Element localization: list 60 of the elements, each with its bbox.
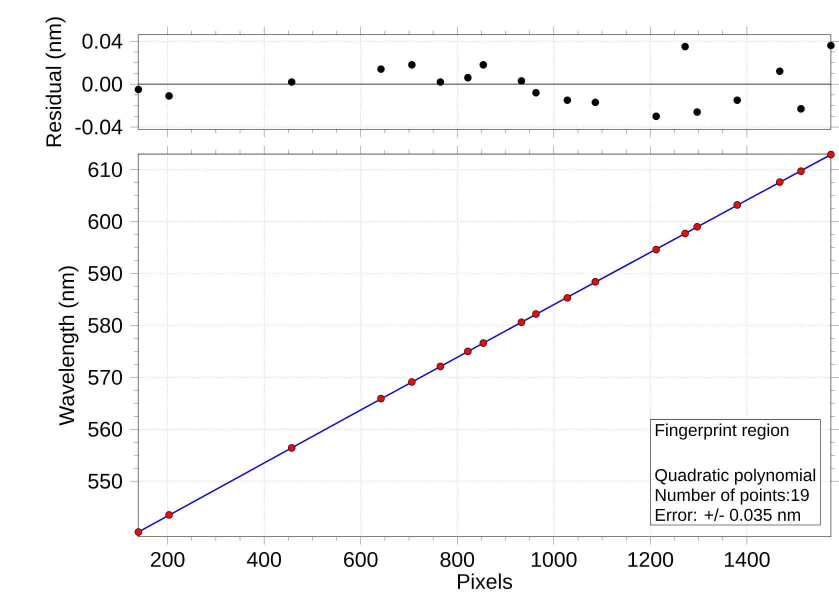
y-tick-label: 570 <box>88 370 122 385</box>
point <box>288 78 296 86</box>
y-tick-label: 550 <box>88 474 122 489</box>
y-tick-label: 600 <box>88 214 122 230</box>
point <box>436 362 444 370</box>
annotation: Quadratic polynomial <box>655 468 816 485</box>
point <box>564 294 572 302</box>
point <box>134 528 142 536</box>
y-axis-title: Residual (nm) <box>46 17 66 146</box>
annotation: Error: +/- 0.035 nm <box>656 508 800 521</box>
x-tick-label: 200 <box>150 552 184 567</box>
point <box>165 511 173 519</box>
point <box>436 78 444 86</box>
x-tick-label: 800 <box>440 552 474 567</box>
x-tick-label: 1200 <box>628 552 674 567</box>
annotation: Number of points:19 <box>656 488 809 504</box>
annotation: Fingerprint region <box>656 423 788 440</box>
y-tick-label: 580 <box>88 318 122 333</box>
point <box>693 108 701 116</box>
y-tick-label: 590 <box>88 266 122 281</box>
y-tick-label: 0.04 <box>82 34 122 49</box>
point <box>464 74 472 82</box>
point <box>733 96 742 104</box>
x-tick-label: 600 <box>344 552 378 567</box>
point <box>693 222 701 230</box>
point <box>797 104 805 113</box>
x-tick-label: 1000 <box>532 552 577 567</box>
point <box>518 77 526 85</box>
point <box>532 310 540 318</box>
y-tick-label: 610 <box>88 162 122 178</box>
point <box>733 201 742 209</box>
point <box>592 98 600 106</box>
point <box>377 394 385 402</box>
point <box>776 178 784 186</box>
point <box>377 65 385 73</box>
point <box>480 61 488 69</box>
point <box>797 167 805 175</box>
x-tick-label: 400 <box>246 552 281 567</box>
y-axis-title: Wavelength (nm) <box>58 266 78 426</box>
point <box>532 88 540 96</box>
point <box>408 378 416 386</box>
point <box>165 92 173 100</box>
y-tick-label: -0.04 <box>75 120 122 135</box>
point <box>288 444 296 452</box>
point <box>480 339 488 347</box>
y-tick-label: 560 <box>88 422 122 437</box>
point <box>652 112 660 120</box>
point <box>518 318 526 326</box>
y-tick-label: 0.00 <box>82 76 122 92</box>
point <box>564 96 572 104</box>
x-axis-title: Pixels <box>458 573 512 589</box>
point <box>776 67 784 75</box>
point <box>681 230 689 238</box>
point <box>681 42 689 50</box>
point <box>652 246 660 254</box>
point <box>408 61 416 69</box>
x-tick-label: 1400 <box>724 552 770 567</box>
point <box>592 278 600 286</box>
point <box>134 86 142 94</box>
point <box>464 348 472 356</box>
